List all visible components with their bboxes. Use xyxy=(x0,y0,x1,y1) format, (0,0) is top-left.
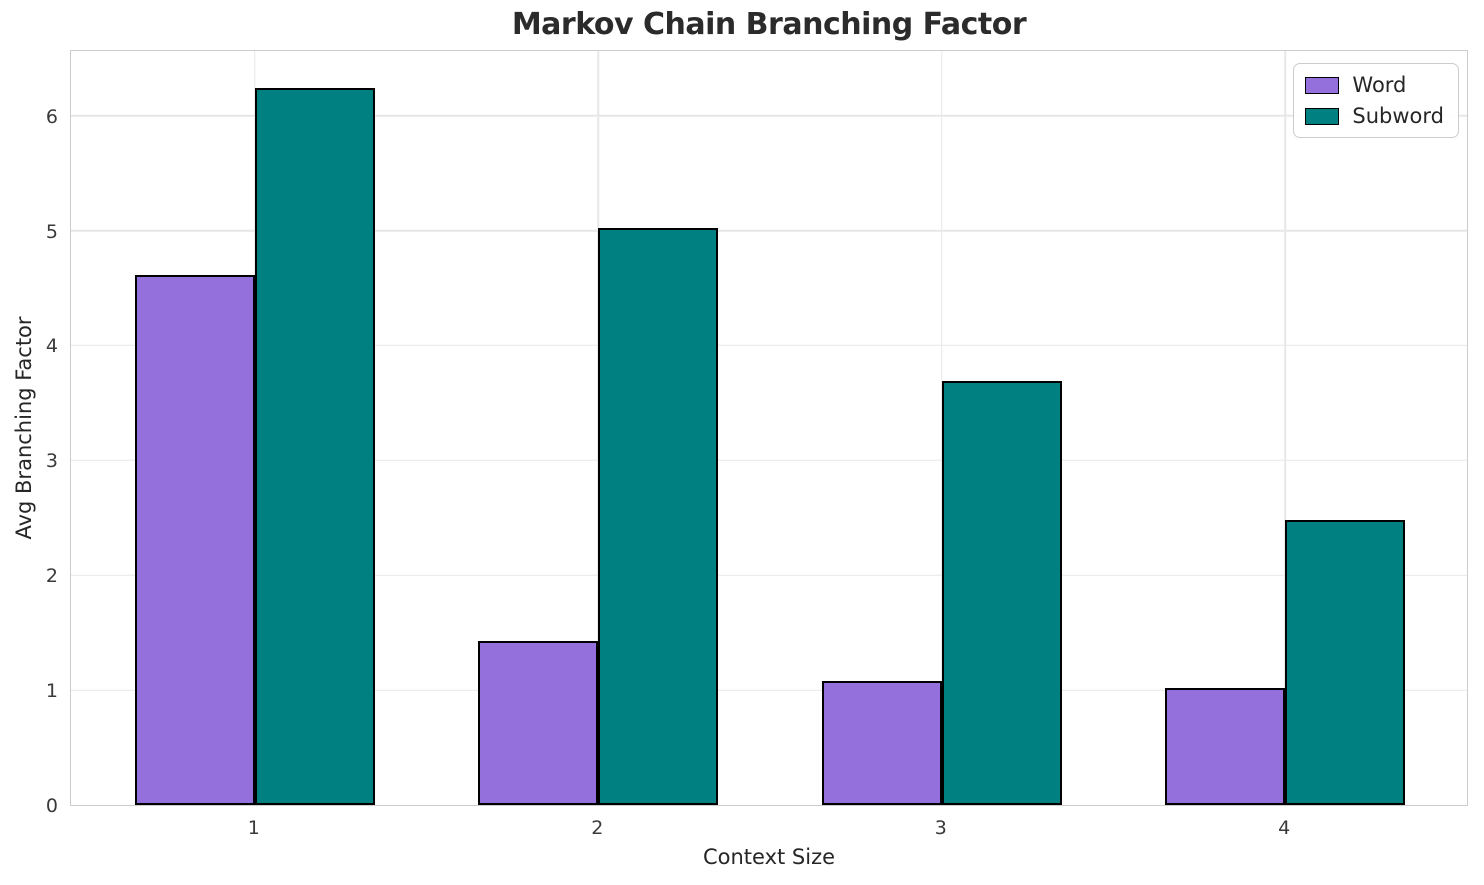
bar-word-3 xyxy=(821,680,942,805)
y-tick-label-2: 2 xyxy=(45,565,58,588)
gridline-h-2 xyxy=(71,574,1467,576)
plot-area: Word Subword xyxy=(70,50,1468,806)
gridline-h-6 xyxy=(71,114,1467,117)
legend-swatch-word xyxy=(1305,76,1340,94)
bar-subword-3 xyxy=(941,381,1062,805)
legend-label-subword: Subword xyxy=(1352,104,1444,128)
legend-swatch-subword xyxy=(1305,107,1340,125)
x-tick-label-3: 3 xyxy=(934,817,947,839)
bar-word-2 xyxy=(478,640,599,805)
bar-subword-2 xyxy=(598,228,719,805)
chart-title: Markov Chain Branching Factor xyxy=(511,7,1027,42)
legend-item-subword: Subword xyxy=(1305,104,1444,128)
y-tick-label-1: 1 xyxy=(45,680,58,703)
y-tick-label-6: 6 xyxy=(45,105,58,128)
gridline-v-4 xyxy=(1284,51,1286,805)
bar-subword-1 xyxy=(254,88,375,805)
bar-word-4 xyxy=(1165,687,1286,805)
bar-word-1 xyxy=(134,275,255,805)
gridline-h-3 xyxy=(71,459,1467,462)
y-tick-label-4: 4 xyxy=(45,335,58,358)
y-tick-label-3: 3 xyxy=(45,450,58,473)
legend-label-word: Word xyxy=(1352,73,1407,97)
x-tick-label-2: 2 xyxy=(591,817,604,839)
y-tick-label-0: 0 xyxy=(45,795,58,817)
y-tick-label-5: 5 xyxy=(45,220,58,243)
x-tick-label-4: 4 xyxy=(1278,817,1291,839)
y-axis-label: Avg Branching Factor xyxy=(12,316,36,540)
gridline-h-5 xyxy=(71,229,1467,232)
gridline-h-4 xyxy=(71,344,1467,347)
bar-subword-4 xyxy=(1285,520,1406,805)
x-axis-label: Context Size xyxy=(702,845,836,869)
gridline-h-1 xyxy=(71,689,1467,691)
legend-item-word: Word xyxy=(1305,73,1444,97)
x-tick-label-1: 1 xyxy=(247,817,260,839)
legend: Word Subword xyxy=(1293,63,1459,138)
